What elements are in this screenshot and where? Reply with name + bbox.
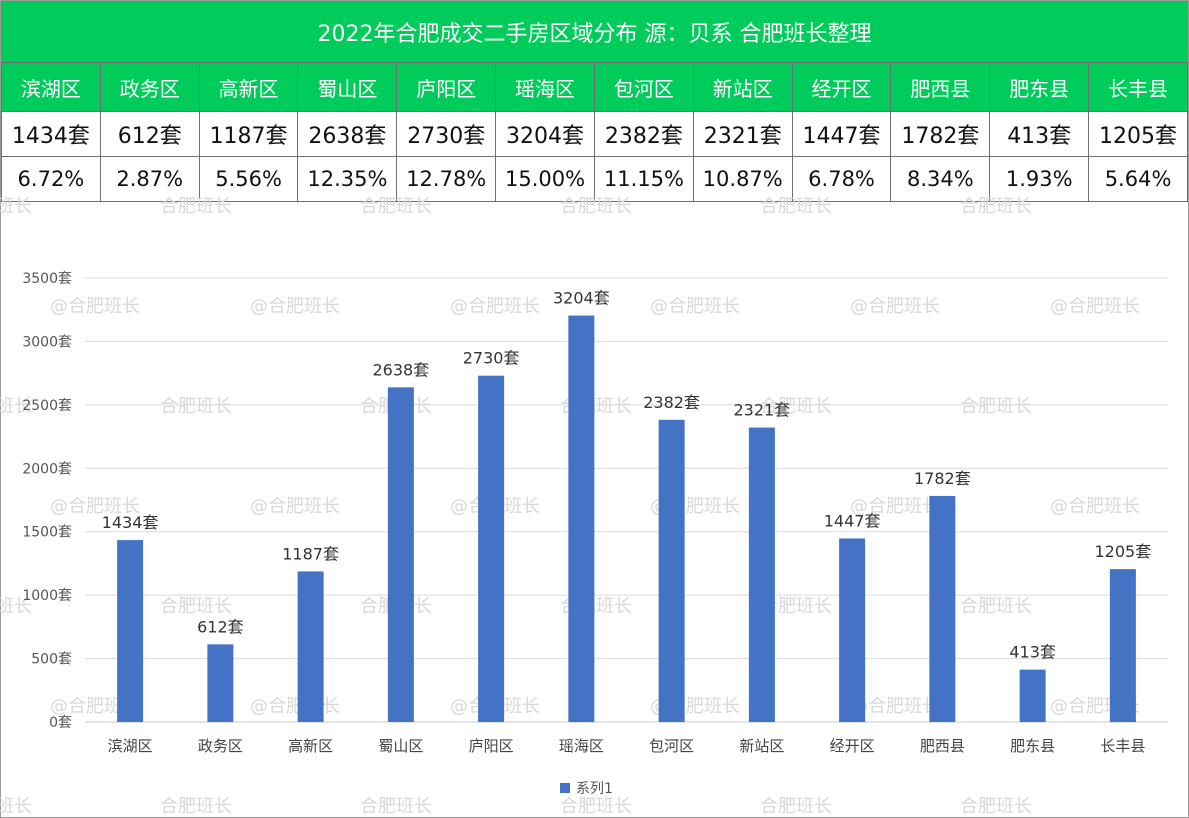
count-cell: 1434套 [1,111,101,157]
bar [839,538,866,722]
percent-cell: 12.78% [396,156,497,202]
count-cell: 2638套 [297,111,398,157]
count-cell: 612套 [99,111,200,157]
y-tick-label: 500套 [31,652,72,668]
count-cell: 2730套 [396,111,497,157]
data-label: 2638套 [373,360,430,379]
percent-cell: 8.34% [890,156,991,202]
percent-cell: 1.93% [989,156,1090,202]
x-tick-label: 蜀山区 [378,737,423,755]
district-cell: 滨湖区 [1,62,101,112]
y-tick-label: 3000套 [22,334,72,350]
percent-cell: 12.35% [297,156,398,202]
y-tick-label: 3500套 [22,271,72,287]
percent-row: 6.72% 2.87% 5.56% 12.35% 12.78% 15.00% 11.15% 1… [1,156,1188,202]
count-cell: 1187套 [198,111,299,157]
percent-cell: 6.78% [791,156,892,202]
y-tick-label: 2500套 [22,398,72,414]
district-cell: 包河区 [593,62,694,112]
district-cell: 瑶海区 [495,62,595,112]
count-cell: 1447套 [791,111,892,157]
district-cell: 经开区 [791,62,892,112]
data-label: 1434套 [102,513,159,532]
count-cell: 1782套 [890,111,991,157]
data-label: 2321套 [734,401,791,420]
x-tick-label: 包河区 [649,737,694,755]
percent-cell: 5.56% [198,156,299,202]
bar [1109,569,1136,722]
x-tick-label: 庐阳区 [469,737,514,755]
data-label: 1205套 [1095,542,1152,561]
summary-table: 滨湖区 政务区 高新区 蜀山区 庐阳区 瑶海区 包河区 新站区 经开区 肥西县 肥东县 长丰县 143… [1,62,1188,202]
bar [1019,669,1046,722]
count-row: 1434套 612套 1187套 2638套 2730套 3204套 2382套 2321套 1… [1,111,1188,157]
district-header-row: 滨湖区 政务区 高新区 蜀山区 庐阳区 瑶海区 包河区 新站区 经开区 肥西县 肥东县 长丰县 [1,62,1188,112]
data-label: 1782套 [914,469,971,488]
x-tick-label: 新站区 [739,737,784,755]
percent-cell: 5.64% [1088,156,1188,202]
x-tick-label: 滨湖区 [108,737,153,755]
count-cell: 1205套 [1088,111,1188,157]
bar [929,495,956,722]
bar [117,540,144,722]
district-cell: 庐阳区 [396,62,497,112]
data-label: 1447套 [824,511,881,530]
district-cell: 蜀山区 [297,62,398,112]
percent-cell: 10.87% [692,156,793,202]
data-label: 413套 [1009,643,1056,662]
district-cell: 政务区 [99,62,200,112]
district-cell: 肥西县 [890,62,991,112]
bar [748,427,775,722]
bar [207,644,234,722]
district-cell: 高新区 [198,62,299,112]
bar [478,375,505,722]
x-tick-label: 肥东县 [1010,737,1055,755]
legend-label: 系列1 [576,781,613,797]
x-tick-label: 瑶海区 [559,737,604,755]
bar [297,571,324,722]
count-cell: 2382套 [593,111,694,157]
data-label: 3204套 [553,289,610,308]
x-tick-label: 肥西县 [920,737,965,755]
count-cell: 2321套 [692,111,793,157]
data-label: 2730套 [463,349,520,368]
y-tick-label: 0套 [49,715,72,731]
legend-swatch [560,783,570,793]
chart-title: 2022年合肥成交二手房区域分布 源：贝系 合肥班长整理 [1,1,1188,63]
y-tick-label: 1500套 [22,525,72,541]
percent-cell: 6.72% [1,156,101,202]
percent-cell: 2.87% [99,156,200,202]
bar [387,387,414,722]
bar-chart: 0套 500套 1000套 1500套 2000套 2500套 3000套 3500套 1434… [22,271,1168,755]
data-label: 612套 [197,617,244,636]
bar [568,315,595,722]
data-label: 2382套 [643,393,700,412]
x-tick-label: 高新区 [288,737,333,755]
count-cell: 3204套 [495,111,595,157]
x-tick-label: 政务区 [198,737,243,755]
percent-cell: 11.15% [593,156,694,202]
percent-cell: 15.00% [495,156,595,202]
x-tick-label: 经开区 [830,737,875,755]
y-tick-label: 1000套 [22,588,72,604]
district-cell: 长丰县 [1088,62,1188,112]
y-tick-label: 2000套 [22,461,72,477]
district-cell: 肥东县 [989,62,1090,112]
district-cell: 新站区 [692,62,793,112]
x-tick-label: 长丰县 [1100,737,1145,755]
legend: 系列1 [560,778,613,798]
count-cell: 413套 [989,111,1090,157]
data-label: 1187套 [282,544,339,563]
bar [658,419,685,722]
